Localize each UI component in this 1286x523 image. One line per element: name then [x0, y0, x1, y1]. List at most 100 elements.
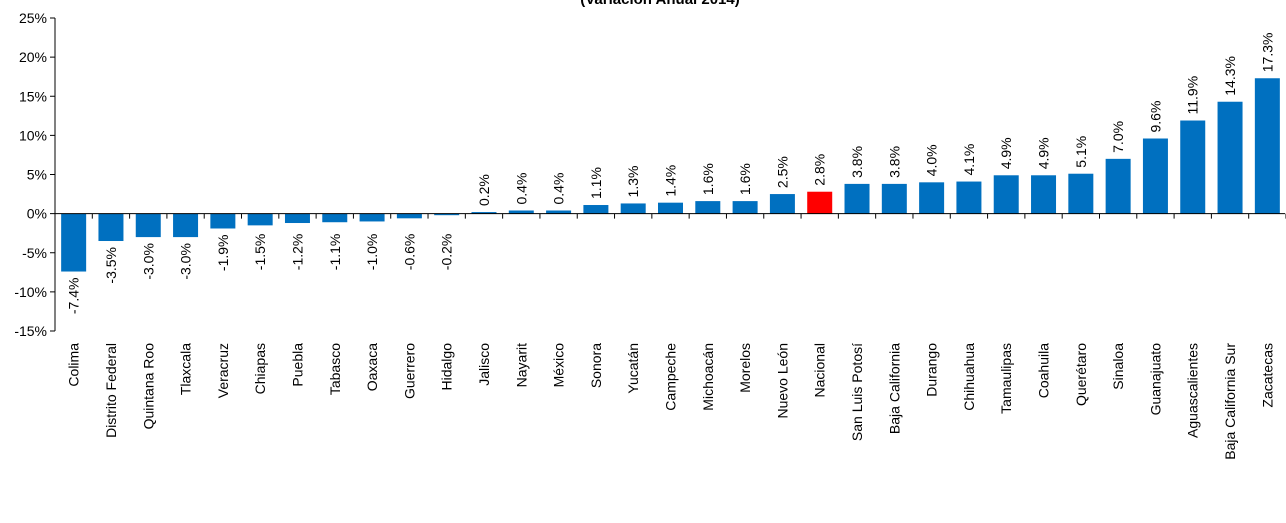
category-label: Tabasco	[327, 343, 343, 395]
bar	[434, 213, 460, 216]
data-label: 4.0%	[924, 144, 940, 176]
data-label: -1.9%	[215, 234, 231, 271]
data-label: -1.5%	[252, 234, 268, 271]
bar	[732, 201, 758, 214]
data-label: 7.0%	[1110, 121, 1126, 153]
y-tick-label: 5%	[27, 167, 47, 183]
bar	[769, 194, 795, 214]
y-tick-label: -5%	[22, 245, 47, 261]
category-label: Aguascalientes	[1185, 343, 1201, 438]
category-label: Chiapas	[252, 343, 268, 394]
bar	[695, 201, 721, 214]
data-label: 0.2%	[476, 174, 492, 206]
bar	[881, 183, 907, 214]
bar	[1254, 78, 1280, 214]
category-label: San Luis Potosí	[849, 343, 865, 441]
data-label: 9.6%	[1147, 101, 1163, 133]
bar	[1217, 101, 1243, 214]
bar	[620, 203, 646, 214]
category-label: Zacatecas	[1259, 343, 1275, 408]
bar	[956, 181, 982, 214]
category-label: Durango	[924, 343, 940, 397]
bar-highlight	[807, 191, 833, 214]
data-label: -0.6%	[401, 234, 417, 271]
bar	[1105, 158, 1131, 214]
category-label: Campeche	[663, 343, 679, 411]
category-label: Tamaulipas	[998, 343, 1014, 414]
category-label: Veracruz	[215, 343, 231, 398]
category-label: Distrito Federal	[103, 343, 119, 438]
data-label: 1.6%	[737, 163, 753, 195]
bar	[471, 212, 497, 214]
data-label: -0.2%	[439, 234, 455, 271]
bar	[173, 213, 199, 238]
bar	[61, 213, 87, 272]
data-label: 17.3%	[1259, 33, 1275, 73]
data-label: 14.3%	[1222, 56, 1238, 96]
data-label: 2.5%	[774, 156, 790, 188]
bar	[508, 210, 534, 214]
bar	[546, 210, 572, 214]
data-label: -3.0%	[178, 243, 194, 280]
category-label: Quintana Roo	[140, 343, 156, 430]
bar	[1068, 173, 1094, 214]
category-label: Sonora	[588, 343, 604, 388]
data-label: 3.8%	[886, 146, 902, 178]
category-label: Nayarit	[513, 343, 529, 387]
data-label: -3.0%	[140, 243, 156, 280]
category-label: Jalisco	[476, 343, 492, 386]
category-label: Michoacán	[700, 343, 716, 411]
category-label: Colima	[66, 343, 82, 387]
y-tick-label: 0%	[27, 206, 47, 222]
bar	[583, 205, 609, 214]
bar	[359, 213, 385, 222]
data-label: 4.1%	[961, 144, 977, 176]
data-label: -1.0%	[364, 234, 380, 271]
bar	[993, 175, 1019, 214]
bar	[210, 213, 236, 229]
data-label: -7.4%	[66, 278, 82, 315]
data-label: 1.4%	[663, 165, 679, 197]
category-label: Puebla	[289, 343, 305, 387]
data-label: 4.9%	[998, 137, 1014, 169]
bar	[247, 213, 273, 226]
data-label: 3.8%	[849, 146, 865, 178]
category-label: Sinaloa	[1110, 343, 1126, 390]
bar	[658, 202, 683, 214]
y-tick-label: 25%	[19, 10, 47, 26]
data-label: -1.1%	[327, 234, 343, 271]
data-label: 0.4%	[551, 173, 567, 205]
y-tick-label: -10%	[14, 284, 47, 300]
category-label: Chihuahua	[961, 343, 977, 411]
data-label: 1.3%	[625, 166, 641, 198]
bar	[396, 213, 422, 219]
category-label: Guerrero	[401, 343, 417, 399]
y-tick-label: 20%	[19, 49, 47, 65]
bar	[135, 213, 161, 238]
category-label: Coahuila	[1036, 343, 1052, 398]
category-label: Baja California Sur	[1222, 343, 1238, 460]
category-label: Morelos	[737, 343, 753, 393]
category-label: Baja California	[886, 343, 902, 434]
y-tick-label: -15%	[14, 323, 47, 339]
data-label: -1.2%	[289, 234, 305, 271]
data-label: 1.1%	[588, 167, 604, 199]
category-label: Tlaxcala	[178, 343, 194, 395]
data-label: 11.9%	[1185, 76, 1201, 115]
category-label: Nuevo León	[774, 343, 790, 419]
data-label: 5.1%	[1073, 136, 1089, 168]
data-label: 0.4%	[513, 173, 529, 205]
bar	[844, 183, 870, 214]
data-label: 1.6%	[700, 163, 716, 195]
category-label: México	[551, 343, 567, 388]
y-tick-label: 10%	[19, 127, 47, 143]
category-label: Guanajuato	[1147, 343, 1163, 416]
category-label: Yucatán	[625, 343, 641, 394]
category-label: Oaxaca	[364, 343, 380, 391]
bar	[322, 213, 348, 223]
y-tick-label: 15%	[19, 88, 47, 104]
bar	[1031, 175, 1057, 214]
data-label: 2.8%	[812, 154, 828, 186]
bar	[919, 182, 945, 214]
